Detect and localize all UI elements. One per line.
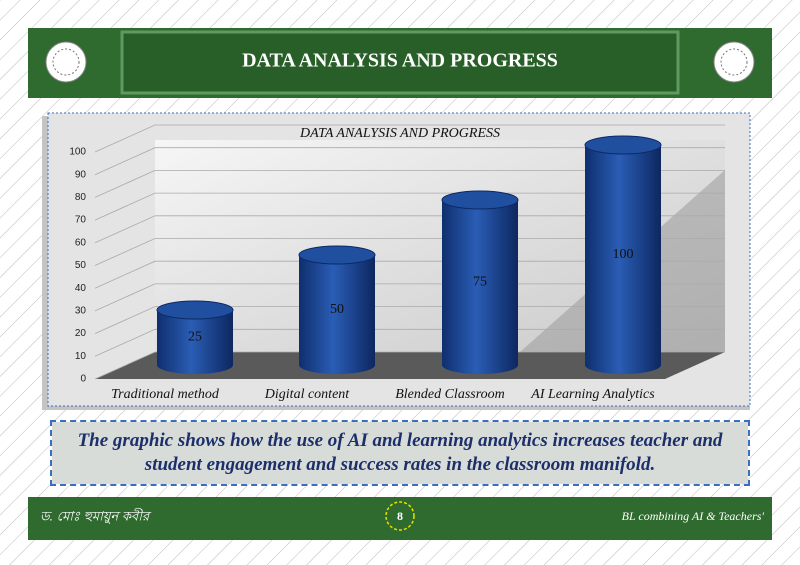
data-label: 100	[613, 247, 634, 262]
y-tick-label: 80	[75, 192, 87, 203]
y-tick-label: 40	[75, 283, 87, 294]
cylinder	[157, 310, 233, 374]
grid-line	[94, 147, 725, 176]
cylinder-top	[441, 190, 519, 210]
cylinder-top	[156, 300, 234, 320]
y-tick-label: 70	[75, 215, 87, 226]
grid-line	[94, 215, 725, 244]
cylinder	[585, 145, 661, 374]
grid-line	[94, 124, 725, 153]
x-tick-label: Traditional method	[111, 387, 220, 402]
y-tick-label: 50	[75, 260, 87, 271]
page-circle	[385, 501, 415, 531]
footer-band	[28, 497, 772, 540]
grid-line	[94, 351, 725, 380]
grid-line	[94, 238, 725, 266]
y-tick-label: 0	[80, 374, 86, 385]
grid-line	[94, 328, 725, 357]
data-label: 75	[473, 275, 487, 290]
logo-right	[713, 41, 755, 83]
footer-author: ড. মোঃ হুমায়ুন কবীর	[40, 507, 152, 525]
cylinder	[442, 200, 518, 374]
floor	[95, 352, 725, 379]
logo-left	[45, 41, 87, 83]
x-tick-label: Digital content	[264, 387, 350, 402]
caption: The graphic shows how the use of AI and …	[50, 420, 750, 486]
header-box	[120, 30, 680, 95]
grid-line	[94, 260, 725, 289]
y-tick-label: 60	[75, 237, 87, 248]
cylinder-top	[584, 135, 662, 155]
cylinder-top	[298, 245, 376, 265]
y-tick-label: 90	[75, 169, 87, 180]
logo-left-ring	[52, 48, 80, 76]
chart-title: DATA ANALYSIS AND PROGRESS	[299, 126, 500, 141]
page-number: 8	[397, 509, 403, 523]
grid-line	[94, 283, 725, 312]
data-label: 50	[330, 302, 344, 317]
grid-line	[94, 169, 725, 198]
x-tick-label: AI Learning Analytics	[530, 387, 655, 402]
y-tick-label: 30	[75, 306, 87, 317]
cylinder	[299, 255, 375, 374]
y-tick-label: 10	[75, 351, 87, 362]
header-title: DATA ANALYSIS AND PROGRESS	[242, 50, 558, 72]
x-tick-label: Blended Classroom	[395, 387, 505, 402]
footer-note: BL combining AI & Teachers'	[622, 509, 765, 523]
logo-right-ring	[720, 48, 748, 76]
data-label: 25	[188, 330, 202, 345]
grid-line	[94, 306, 725, 334]
y-tick-label: 100	[69, 147, 86, 158]
y-tick-label: 20	[75, 328, 87, 339]
grid-line	[94, 192, 725, 221]
